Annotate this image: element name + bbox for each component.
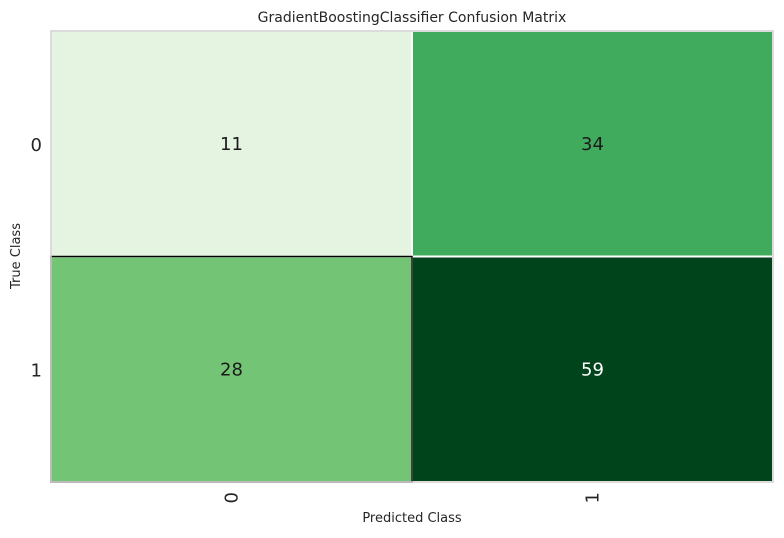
y-tick-label-1: 1: [31, 360, 42, 381]
heatmap-cell-1-1: [411, 255, 774, 483]
cell-value-labels: 11 34 28 59: [220, 134, 604, 381]
y-axis-label: True Class: [9, 223, 24, 290]
x-tick-label-1: 1: [583, 492, 604, 503]
heatmap-cell-0-1: [411, 30, 774, 258]
y-tick-labels: 01: [31, 135, 42, 382]
x-axis-label: Predicted Class: [362, 511, 462, 526]
cell-value-1-0: 28: [220, 359, 243, 380]
plot-frame: [50, 30, 774, 483]
y-tick-label-0: 0: [31, 135, 42, 156]
cell-value-0-0: 11: [220, 134, 243, 155]
heatmap-cell-0-0: [50, 30, 413, 258]
x-tick-label-0: 0: [222, 492, 243, 503]
heatmap-cells: [50, 30, 774, 483]
chart-title: GradientBoostingClassifier Confusion Mat…: [258, 10, 567, 26]
cell-value-1-1: 59: [581, 359, 604, 380]
cell-value-0-1: 34: [581, 134, 604, 155]
